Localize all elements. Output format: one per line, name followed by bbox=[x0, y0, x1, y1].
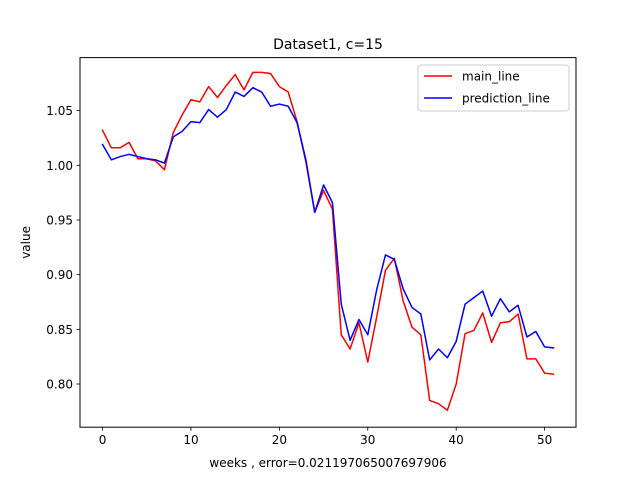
legend-box bbox=[417, 64, 570, 112]
x-tick-label: 20 bbox=[272, 433, 287, 447]
y-tick-label: 0.95 bbox=[46, 213, 73, 227]
plot-frame bbox=[79, 57, 577, 428]
x-tick-label: 0 bbox=[99, 433, 107, 447]
y-axis-label: value bbox=[19, 226, 33, 259]
series-layer bbox=[101, 71, 555, 411]
x-tick-label: 30 bbox=[360, 433, 375, 447]
x-axis-ticks: 0 10 20 30 40 50 bbox=[99, 427, 552, 447]
series-line-prediction-line bbox=[101, 86, 555, 361]
series-line-main-line bbox=[101, 71, 555, 411]
legend-label-prediction-line: prediction_line bbox=[462, 92, 550, 106]
x-tick-label: 50 bbox=[537, 433, 552, 447]
legend-label-main-line: main_line bbox=[462, 70, 520, 84]
y-tick-label: 1.05 bbox=[46, 104, 73, 118]
chart-title: Dataset1, c=15 bbox=[273, 37, 383, 53]
x-tick-label: 40 bbox=[449, 433, 464, 447]
y-tick-label: 1.00 bbox=[46, 159, 73, 173]
x-axis-label: weeks , error=0.021197065007697906 bbox=[209, 456, 446, 470]
y-tick-label: 0.85 bbox=[46, 323, 73, 337]
x-tick-label: 10 bbox=[183, 433, 198, 447]
y-tick-label: 0.90 bbox=[46, 268, 73, 282]
y-tick-label: 0.80 bbox=[46, 378, 73, 392]
legend: main_line prediction_line bbox=[417, 64, 570, 112]
y-axis-ticks: 0.80 0.85 0.90 0.95 1.00 1.05 bbox=[46, 104, 80, 392]
